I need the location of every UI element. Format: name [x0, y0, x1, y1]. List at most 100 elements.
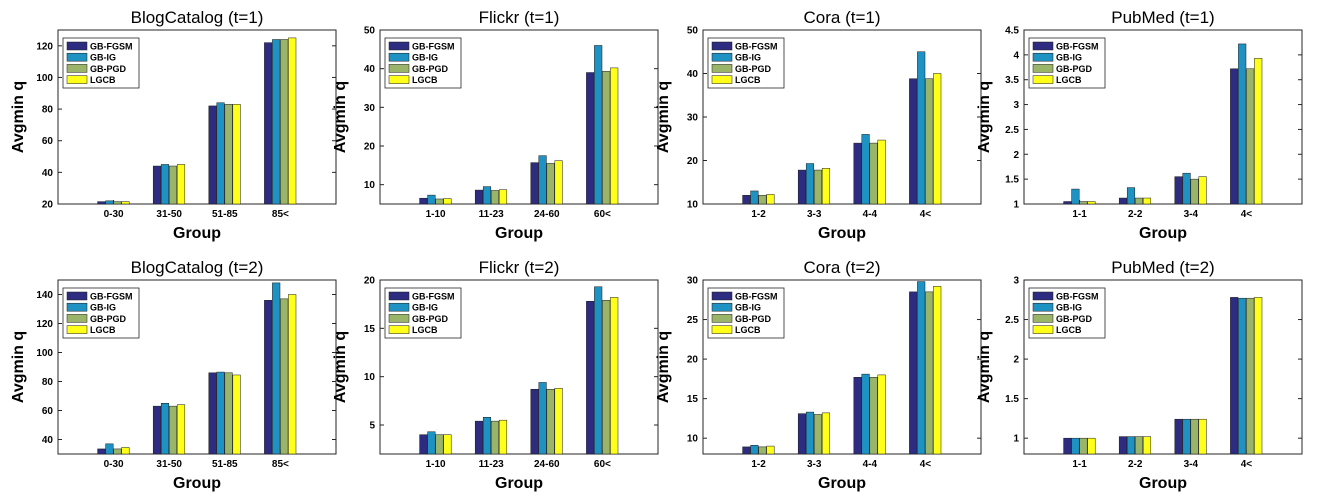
x-tick-label: 1-1: [1072, 459, 1087, 470]
bar-lgcb: [1254, 58, 1263, 205]
bar-gb-fgsm: [586, 301, 595, 455]
y-tick-label: 80: [42, 105, 54, 116]
bar-gb-fgsm: [742, 195, 751, 205]
legend-label: GB-FGSM: [412, 42, 455, 52]
bar-gb-fgsm: [1174, 418, 1183, 455]
x-tick-label: 31-50: [156, 459, 182, 470]
x-tick-label: 3-4: [1184, 459, 1199, 470]
x-tick-label: 4-4: [863, 209, 878, 220]
bar-gb-fgsm: [152, 165, 162, 205]
bar-gb-fgsm: [797, 169, 807, 205]
legend-swatch: [711, 52, 733, 62]
x-tick-label: 3-4: [1184, 209, 1199, 220]
chart-title: Cora (t=1): [804, 8, 881, 27]
bar-gb-ig: [160, 164, 170, 205]
bar-gb-fgsm: [97, 201, 106, 205]
legend-swatch: [1032, 75, 1054, 84]
x-tick-label: 51-85: [212, 209, 238, 220]
legend-swatch: [66, 302, 88, 312]
bar-lgcb: [443, 198, 452, 205]
bar-gb-pgd: [1246, 297, 1255, 455]
bar-gb-ig: [216, 371, 225, 455]
legend-swatch: [66, 41, 88, 51]
y-tick-label: 40: [42, 168, 54, 179]
legend-label: GB-IG: [735, 53, 761, 63]
legend-swatch: [66, 52, 88, 62]
bar-gb-fgsm: [797, 413, 807, 455]
bar-gb-fgsm: [909, 291, 918, 455]
legend-swatch: [1032, 302, 1054, 312]
bar-gb-pgd: [1190, 178, 1199, 205]
bar-gb-fgsm: [742, 446, 751, 455]
y-tick-label: 120: [36, 41, 53, 52]
bar-gb-pgd: [490, 420, 500, 455]
legend-swatch: [66, 291, 88, 301]
legend-label: LGCB: [412, 325, 438, 335]
legend-swatch: [388, 41, 410, 51]
legend-label: GB-IG: [90, 303, 116, 313]
x-tick-label: 4<: [1241, 459, 1253, 470]
x-axis-label: Group: [495, 475, 543, 492]
bar-gb-ig: [482, 417, 492, 455]
x-axis-label: Group: [818, 475, 866, 492]
chart-title: BlogCatalog (t=2): [131, 258, 264, 277]
bar-gb-ig: [805, 163, 815, 205]
legend-label: LGCB: [1056, 75, 1082, 85]
bar-gb-pgd: [113, 201, 122, 205]
chart-panel-8: PubMed (t=2) 1 1.5 2 2.5 3 1-1 2-2 3-4 4< Group Avg…: [976, 258, 1303, 492]
y-tick-label: 2.5: [1005, 125, 1019, 136]
x-tick-label: 4-4: [863, 459, 878, 470]
legend-label: LGCB: [412, 75, 438, 85]
bar-gb-ig: [1071, 188, 1080, 205]
bar-gb-fgsm: [1118, 197, 1128, 205]
bar-gb-pgd: [435, 198, 444, 205]
bar-lgcb: [1198, 418, 1207, 455]
chart-panel-3: Cora (t=1) 10 20 30 40 50 1-2 3-3 4-4 4< Group Avgm…: [655, 8, 982, 242]
bar-lgcb: [121, 201, 130, 205]
bar-lgcb: [498, 419, 508, 455]
bar-gb-ig: [272, 282, 281, 455]
bar-lgcb: [554, 160, 563, 205]
legend-swatch: [711, 325, 733, 334]
legend-swatch: [388, 75, 410, 84]
bar-lgcb: [766, 445, 775, 455]
bar-gb-ig: [861, 134, 870, 205]
legend-swatch: [1032, 325, 1054, 334]
bar-gb-ig: [1182, 418, 1191, 455]
x-tick-label: 0-30: [104, 209, 124, 220]
bar-lgcb: [933, 73, 942, 205]
y-axis-label: Avgmin q: [655, 81, 672, 153]
y-axis-label: Avgmin q: [10, 331, 27, 403]
y-tick-label: 30: [687, 276, 699, 287]
bar-lgcb: [877, 374, 886, 455]
legend-label: GB-FGSM: [735, 292, 778, 302]
bar-gb-ig: [538, 382, 547, 455]
legend-swatch: [711, 41, 733, 51]
legend-label: LGCB: [1056, 325, 1082, 335]
y-tick-label: 50: [364, 26, 376, 37]
bar-gb-pgd: [602, 71, 611, 205]
bar-lgcb: [933, 286, 942, 455]
y-tick-label: 30: [687, 113, 699, 124]
x-axis-label: Group: [818, 225, 866, 242]
bar-lgcb: [232, 374, 241, 455]
y-tick-label: 20: [687, 156, 699, 167]
bar-gb-pgd: [546, 163, 555, 205]
bar-gb-ig: [1126, 436, 1136, 455]
bar-gb-pgd: [1134, 197, 1144, 205]
bar-gb-pgd: [602, 300, 611, 455]
bar-gb-ig: [105, 200, 114, 205]
x-tick-label: 1-10: [426, 209, 446, 220]
bar-gb-fgsm: [586, 72, 595, 205]
y-tick-label: 10: [687, 434, 699, 445]
chart-panel-4: PubMed (t=1) 1 1.5 2 2.5 3 3.5 4 4.5 1-1 2-2 3-4 4< G…: [976, 8, 1303, 242]
bar-gb-ig: [1071, 437, 1080, 455]
y-tick-label: 60: [42, 406, 54, 417]
y-tick-label: 1: [1013, 200, 1019, 211]
x-tick-label: 4<: [920, 459, 932, 470]
bar-gb-ig: [482, 186, 492, 205]
bar-lgcb: [821, 168, 831, 205]
